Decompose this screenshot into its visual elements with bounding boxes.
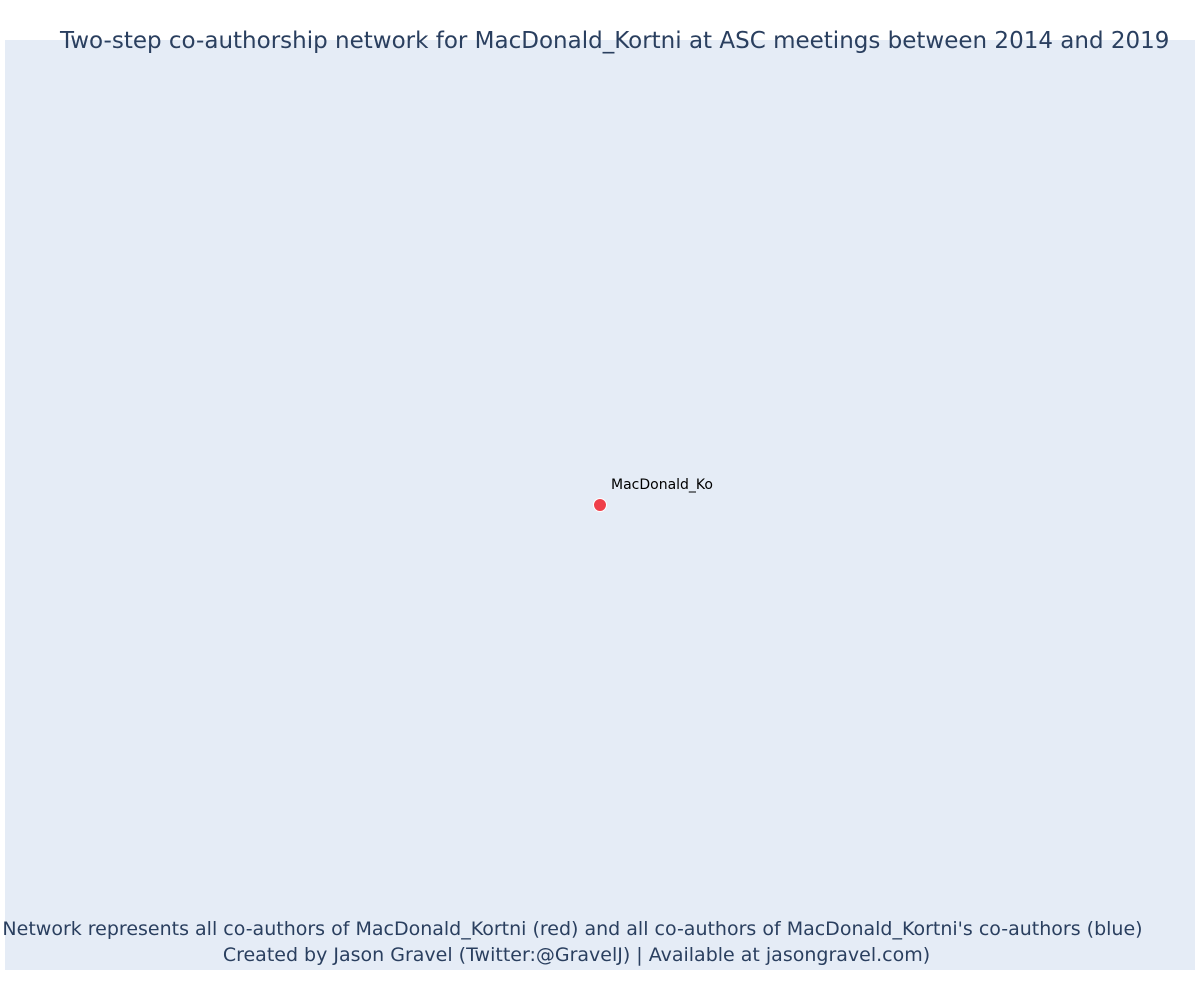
footer-description: Network represents all co-authors of Mac… (2, 918, 1143, 940)
footer-credit: Created by Jason Gravel (Twitter:@Gravel… (222, 944, 931, 966)
focal-author-node-label: MacDonald_Ko (611, 477, 713, 493)
focal-author-node[interactable] (593, 498, 607, 512)
chart-title: Two-step co-authorship network for MacDo… (60, 28, 1170, 54)
